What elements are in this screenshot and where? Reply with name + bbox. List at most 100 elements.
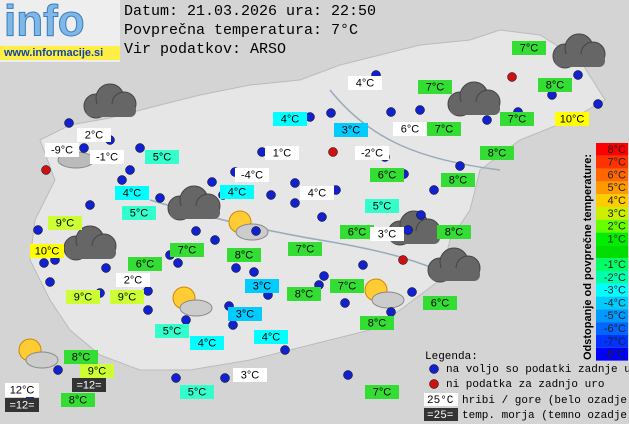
station-dot (415, 105, 425, 115)
station-label: 4°C (123, 187, 142, 199)
station-dot (593, 99, 603, 109)
legend-title: Legenda: (425, 351, 478, 363)
station-label-box (500, 112, 534, 126)
scale-cell (596, 155, 628, 169)
station-label: 8°C (235, 249, 254, 261)
station-label-box (512, 41, 546, 55)
station-label: =12= (76, 379, 101, 391)
scale-cell (596, 207, 628, 220)
scale-label: 8°C (608, 144, 627, 156)
station-dot (220, 373, 230, 383)
station-label: 9°C (88, 365, 107, 377)
legend-text: temp. morja (temno ozadje) (462, 410, 629, 422)
legend-sample: 25°C (427, 395, 454, 407)
station-label-box (5, 398, 39, 412)
station-label: 6°C (401, 123, 420, 135)
station-label-box (228, 307, 262, 321)
scale-title: Odstopanje od povprečne temperature: (582, 154, 594, 360)
station-label: 7°C (520, 42, 539, 54)
station-label: 3°C (342, 124, 361, 136)
station-dot (143, 286, 153, 296)
station-label: 5°C (153, 151, 172, 163)
station-dot-missing (507, 72, 517, 82)
cloud (66, 246, 116, 259)
station-dot (155, 193, 165, 203)
url: www.informacije.si (3, 47, 103, 59)
scale-label: 1°C (608, 233, 627, 245)
station-dot (53, 365, 63, 375)
station-label: -4°C (241, 169, 263, 181)
station-dot (290, 178, 300, 188)
station-dot (181, 315, 191, 325)
station-label-box (418, 80, 452, 94)
station-label-box (64, 350, 98, 364)
station-dot (39, 258, 49, 268)
station-label: 4°C (198, 337, 217, 349)
station-dot (482, 115, 492, 125)
station-dot (135, 143, 145, 153)
station-label-box (77, 128, 111, 142)
station-label-box (441, 173, 475, 187)
station-label: 4°C (228, 186, 247, 198)
station-label: 8°C (449, 174, 468, 186)
station-label: 7°C (435, 123, 454, 135)
station-label-box (334, 123, 368, 137)
scale-cell (596, 232, 628, 246)
legend-dot-available (429, 364, 439, 374)
station-label-box (5, 383, 39, 397)
station-label-box (116, 273, 150, 287)
station-label-box (235, 168, 269, 182)
station-label: 8°C (295, 288, 314, 300)
station-label: 6°C (348, 226, 367, 238)
scale-cell (596, 309, 628, 323)
station-dot (125, 165, 135, 175)
station-label-box (30, 244, 64, 258)
station-label: 7°C (338, 280, 357, 292)
scale-cell (596, 181, 628, 195)
station-dot (249, 267, 259, 277)
cloud (450, 102, 500, 115)
station-label-box (233, 368, 267, 382)
station-label-box (265, 146, 299, 160)
legend-sea-box (424, 408, 458, 421)
logo: info (4, 0, 85, 46)
station-dot (386, 107, 396, 117)
cloud (25, 351, 59, 369)
station-label: 3°C (378, 228, 397, 240)
station-dot (319, 271, 329, 281)
scale-cell (596, 347, 628, 361)
cloud (555, 54, 605, 67)
station-dot (280, 345, 290, 355)
scale-label: 6°C (608, 169, 627, 181)
station-dot (343, 370, 353, 380)
header-line: Povprečna temperatura: 7°C (124, 22, 358, 39)
station-label-box (72, 378, 106, 392)
station-label: 8°C (72, 351, 91, 363)
scale-cell (596, 168, 628, 182)
station-label-box (245, 279, 279, 293)
station-label-box (365, 199, 399, 213)
station-label: 4°C (262, 331, 281, 343)
station-label-box (555, 112, 589, 126)
url-box (0, 46, 120, 60)
station-label-box (370, 168, 404, 182)
station-label-box (288, 242, 322, 256)
station-dot-missing (398, 255, 408, 265)
station-label-box (273, 112, 307, 126)
station-label-box (480, 146, 514, 160)
station-label-box (330, 279, 364, 293)
station-label: 7°C (178, 244, 197, 256)
station-label: 7°C (296, 243, 315, 255)
legend-text: hribi / gore (belo ozadje) (462, 395, 629, 407)
station-label: 9°C (118, 291, 137, 303)
cloud (170, 206, 220, 219)
station-dot (573, 70, 583, 80)
station-label-box (45, 143, 79, 157)
station-dot (45, 277, 55, 287)
station-dot (143, 305, 153, 315)
scale-cell (596, 335, 628, 348)
station-label-box (427, 122, 461, 136)
cloud (430, 268, 480, 281)
station-dot (407, 287, 417, 297)
